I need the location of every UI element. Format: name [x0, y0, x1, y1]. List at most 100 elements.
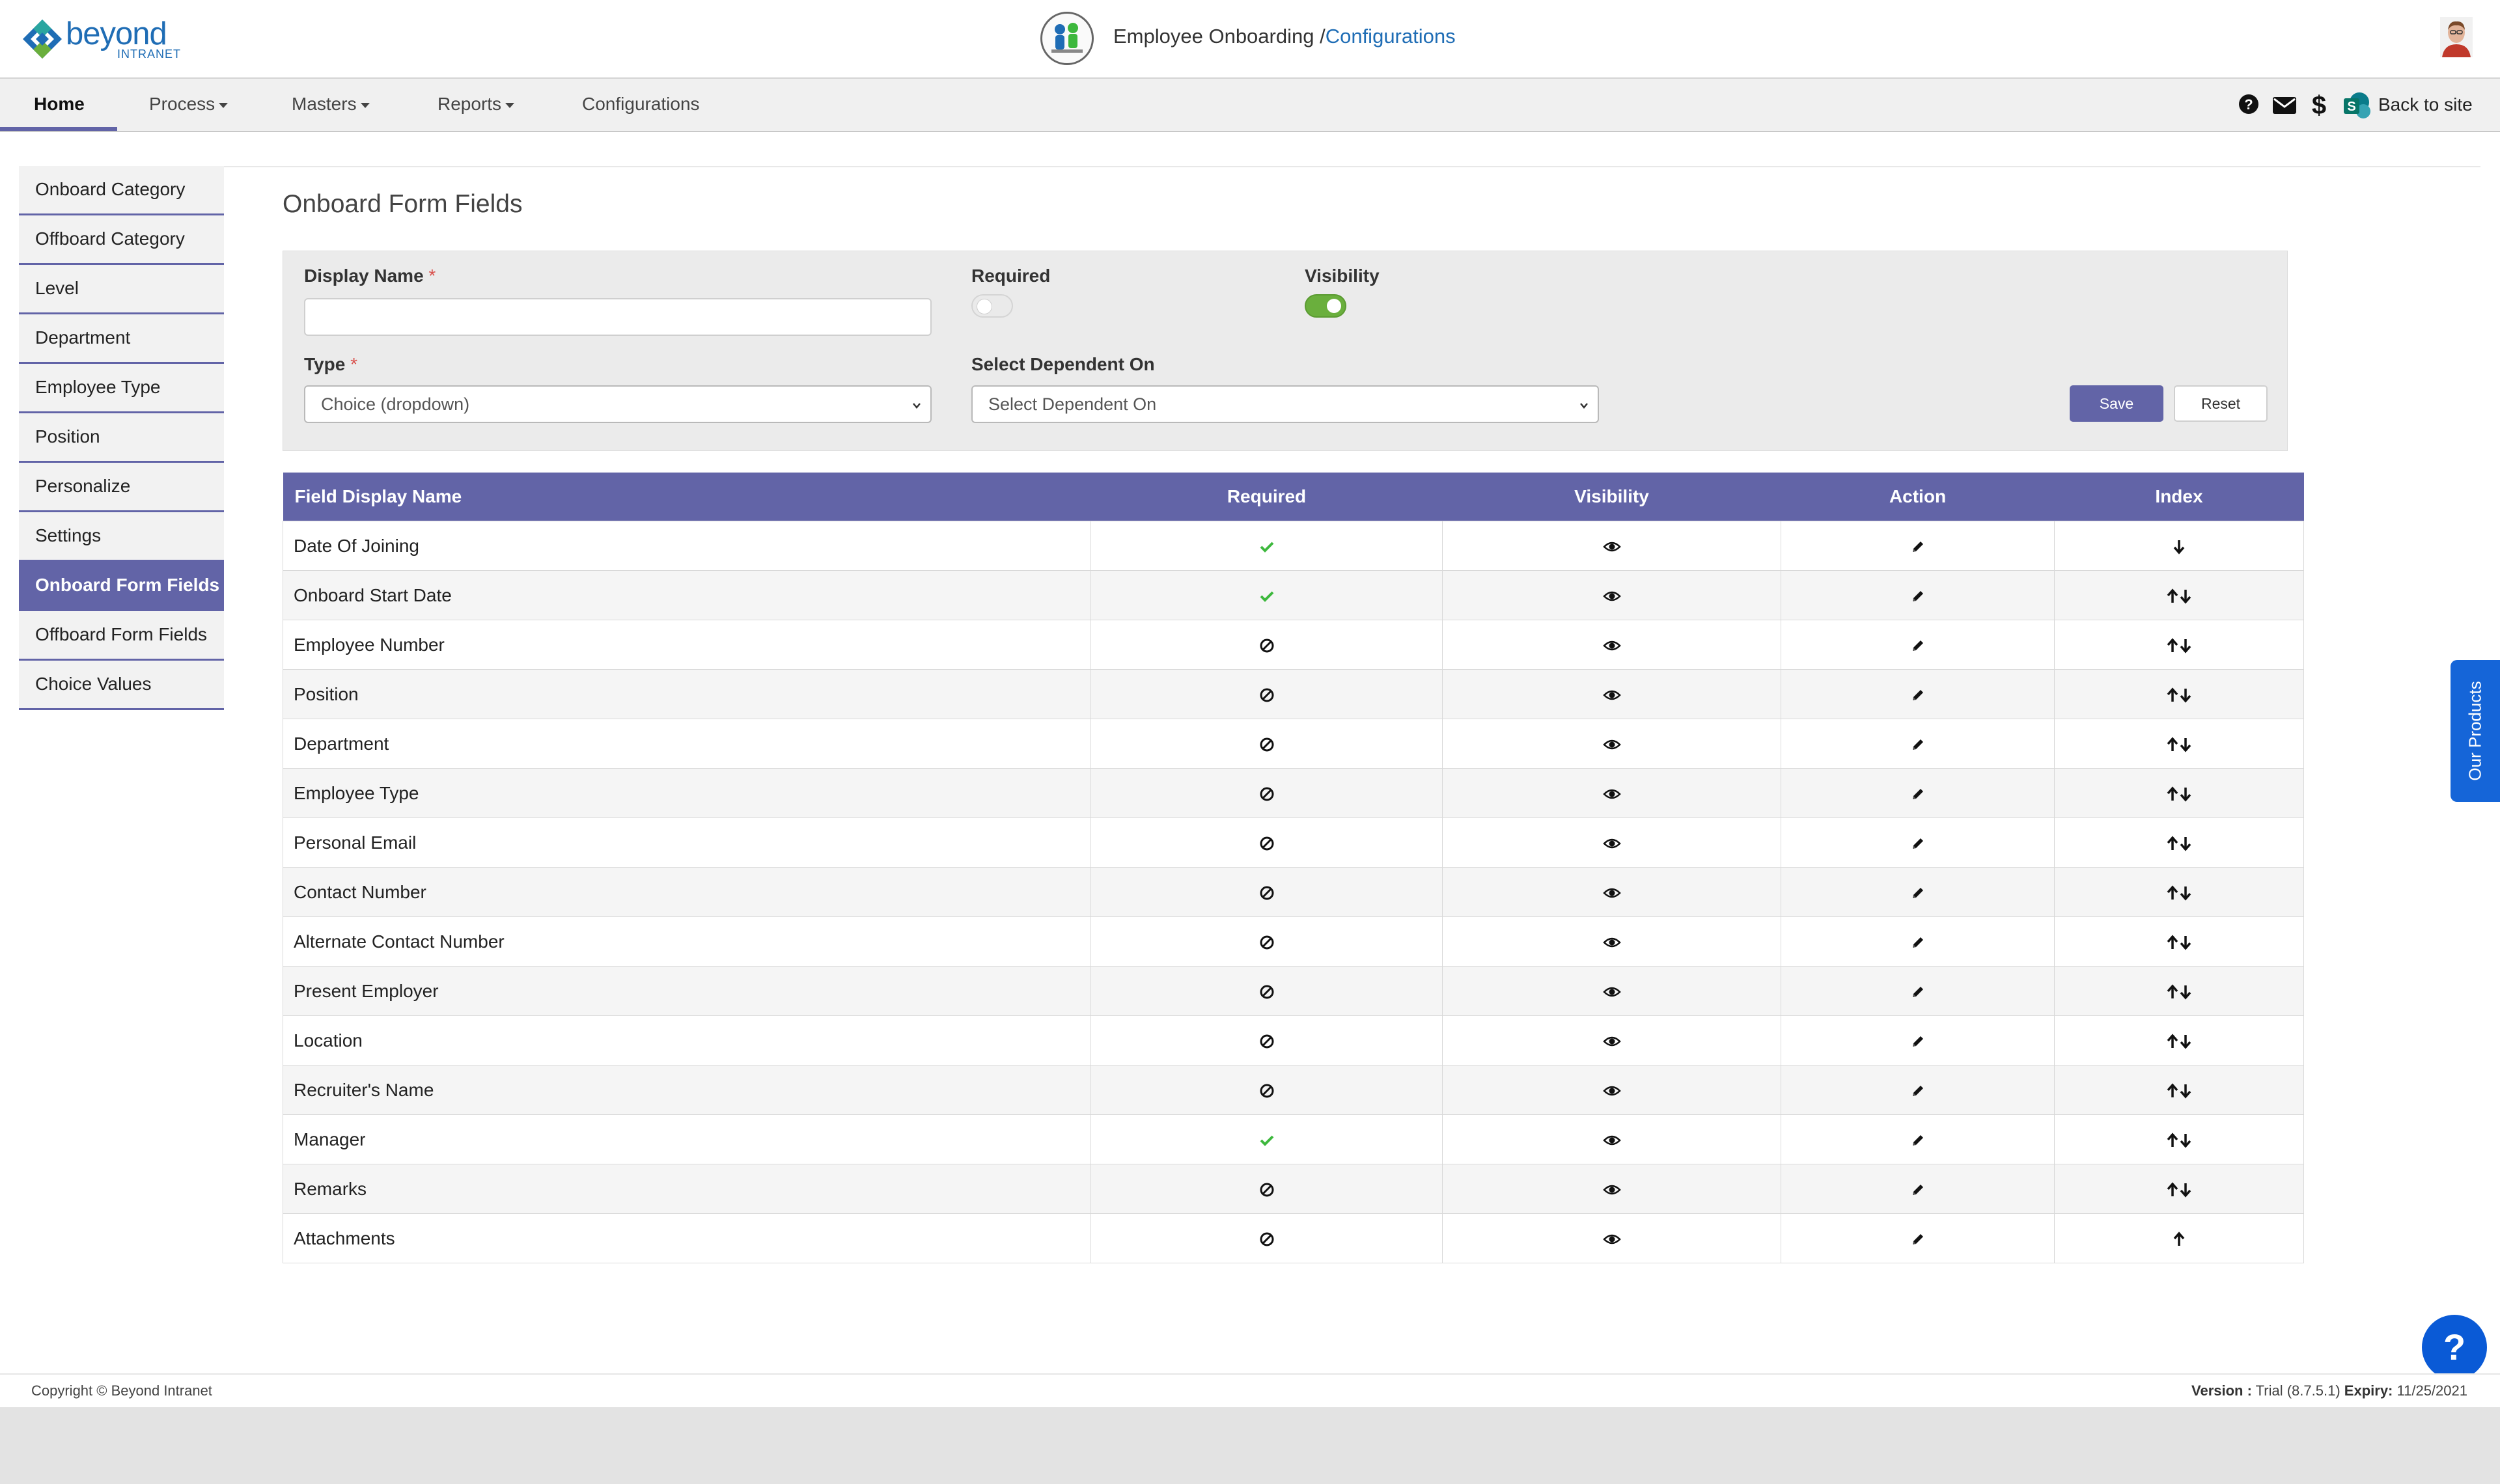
eye-icon[interactable] — [1602, 684, 1621, 704]
eye-icon[interactable] — [1602, 882, 1621, 902]
arrow-up-icon[interactable] — [2166, 832, 2179, 853]
sidebar-item-level[interactable]: Level — [19, 265, 224, 314]
eye-icon[interactable] — [1602, 783, 1621, 803]
eye-icon[interactable] — [1602, 981, 1621, 1001]
arrow-down-icon[interactable] — [2179, 832, 2192, 853]
arrow-up-icon[interactable] — [2166, 684, 2179, 704]
eye-icon[interactable] — [1602, 1030, 1621, 1051]
sharepoint-icon[interactable]: S — [2342, 90, 2372, 120]
edit-pencil-icon[interactable] — [1910, 783, 1926, 803]
table-body: Date Of Joining Onboard Start Date Employe… — [283, 521, 2304, 1263]
chevron-down-icon — [1580, 403, 1588, 409]
breadcrumb-configurations[interactable]: Configurations — [1325, 25, 1456, 48]
arrow-up-icon[interactable] — [2166, 734, 2179, 754]
arrow-down-icon[interactable] — [2179, 734, 2192, 754]
eye-icon[interactable] — [1602, 1080, 1621, 1100]
arrow-up-icon[interactable] — [2166, 981, 2179, 1001]
edit-pencil-icon[interactable] — [1910, 1080, 1926, 1100]
edit-pencil-icon[interactable] — [1910, 882, 1926, 902]
eye-icon[interactable] — [1602, 931, 1621, 952]
arrow-down-icon[interactable] — [2179, 684, 2192, 704]
arrow-up-icon[interactable] — [2166, 1179, 2179, 1199]
arrow-up-icon[interactable] — [2166, 1129, 2179, 1149]
arrow-down-icon[interactable] — [2179, 635, 2192, 655]
sidebar-item-onboard-form-fields[interactable]: Onboard Form Fields — [19, 562, 224, 611]
type-select[interactable]: Choice (dropdown) — [304, 385, 932, 423]
version-value: Trial (8.7.5.1) — [2255, 1382, 2340, 1399]
edit-pencil-icon[interactable] — [1910, 536, 1926, 556]
arrow-down-icon[interactable] — [2179, 1129, 2192, 1149]
edit-pencil-icon[interactable] — [1910, 684, 1926, 704]
edit-pencil-icon[interactable] — [1910, 734, 1926, 754]
arrow-up-icon[interactable] — [2173, 1228, 2186, 1248]
arrow-down-icon[interactable] — [2179, 585, 2192, 605]
sidebar-item-offboard-form-fields[interactable]: Offboard Form Fields — [19, 611, 224, 661]
nav-masters[interactable]: Masters — [292, 79, 370, 131]
eye-icon[interactable] — [1602, 536, 1621, 556]
save-button[interactable]: Save — [2070, 385, 2163, 422]
arrow-down-icon[interactable] — [2179, 931, 2192, 952]
visibility-toggle[interactable] — [1305, 294, 1346, 318]
field-display-name-cell: Contact Number — [283, 867, 1091, 917]
arrow-down-icon[interactable] — [2179, 1179, 2192, 1199]
arrow-up-icon[interactable] — [2166, 1080, 2179, 1100]
edit-pencil-icon[interactable] — [1910, 832, 1926, 853]
edit-pencil-icon[interactable] — [1910, 635, 1926, 655]
sidebar-item-position[interactable]: Position — [19, 413, 224, 463]
required-toggle[interactable] — [971, 294, 1013, 318]
edit-pencil-icon[interactable] — [1910, 981, 1926, 1001]
arrow-down-icon[interactable] — [2179, 1080, 2192, 1100]
edit-pencil-icon[interactable] — [1910, 1129, 1926, 1149]
help-bubble-button[interactable]: ? — [2422, 1315, 2487, 1380]
nav-reports[interactable]: Reports — [438, 79, 515, 131]
sidebar-item-department[interactable]: Department — [19, 314, 224, 364]
back-to-site-link[interactable]: Back to site — [2378, 94, 2473, 115]
arrow-down-icon[interactable] — [2179, 981, 2192, 1001]
help-icon[interactable]: ? — [2238, 94, 2259, 115]
arrow-up-icon[interactable] — [2166, 783, 2179, 803]
arrow-up-icon[interactable] — [2166, 1030, 2179, 1051]
sidebar-item-settings[interactable]: Settings — [19, 512, 224, 562]
sidebar-item-onboard-category[interactable]: Onboard Category — [19, 166, 224, 215]
eye-icon[interactable] — [1602, 585, 1621, 605]
edit-pencil-icon[interactable] — [1910, 1030, 1926, 1051]
arrow-up-icon[interactable] — [2166, 635, 2179, 655]
nav-process[interactable]: Process — [149, 79, 229, 131]
nav-home[interactable]: Home — [34, 79, 85, 131]
arrow-down-icon[interactable] — [2173, 536, 2186, 556]
type-select-value: Choice (dropdown) — [321, 394, 470, 414]
arrow-up-icon[interactable] — [2166, 931, 2179, 952]
nav-configurations[interactable]: Configurations — [582, 79, 700, 131]
sidebar-item-choice-values[interactable]: Choice Values — [19, 661, 224, 710]
eye-icon[interactable] — [1602, 1228, 1621, 1248]
display-name-input[interactable] — [304, 298, 932, 336]
field-display-name-cell: Alternate Contact Number — [283, 916, 1091, 967]
sidebar-item-personalize[interactable]: Personalize — [19, 463, 224, 512]
sidebar-item-employee-type[interactable]: Employee Type — [19, 364, 224, 413]
dollar-icon[interactable]: $ — [2311, 90, 2327, 119]
edit-pencil-icon[interactable] — [1910, 931, 1926, 952]
arrow-up-icon[interactable] — [2166, 585, 2179, 605]
our-products-tab[interactable]: Our Products — [2451, 660, 2500, 802]
eye-icon[interactable] — [1602, 734, 1621, 754]
eye-icon[interactable] — [1602, 1129, 1621, 1149]
dependent-on-select[interactable]: Select Dependent On — [971, 385, 1599, 423]
beyond-intranet-logo[interactable]: beyond INTRANET — [21, 16, 191, 61]
table-row: Present Employer — [283, 966, 2304, 1016]
visibility-cell — [1442, 867, 1781, 917]
reset-button[interactable]: Reset — [2174, 385, 2268, 422]
edit-pencil-icon[interactable] — [1910, 585, 1926, 605]
mail-icon[interactable] — [2272, 96, 2297, 115]
arrow-down-icon[interactable] — [2179, 1030, 2192, 1051]
eye-icon[interactable] — [1602, 832, 1621, 853]
edit-pencil-icon[interactable] — [1910, 1179, 1926, 1199]
ban-icon — [1259, 981, 1275, 1001]
arrow-down-icon[interactable] — [2179, 783, 2192, 803]
sidebar-item-offboard-category[interactable]: Offboard Category — [19, 215, 224, 265]
arrow-up-icon[interactable] — [2166, 882, 2179, 902]
eye-icon[interactable] — [1602, 635, 1621, 655]
arrow-down-icon[interactable] — [2179, 882, 2192, 902]
edit-pencil-icon[interactable] — [1910, 1228, 1926, 1248]
eye-icon[interactable] — [1602, 1179, 1621, 1199]
user-avatar[interactable] — [2440, 17, 2473, 57]
